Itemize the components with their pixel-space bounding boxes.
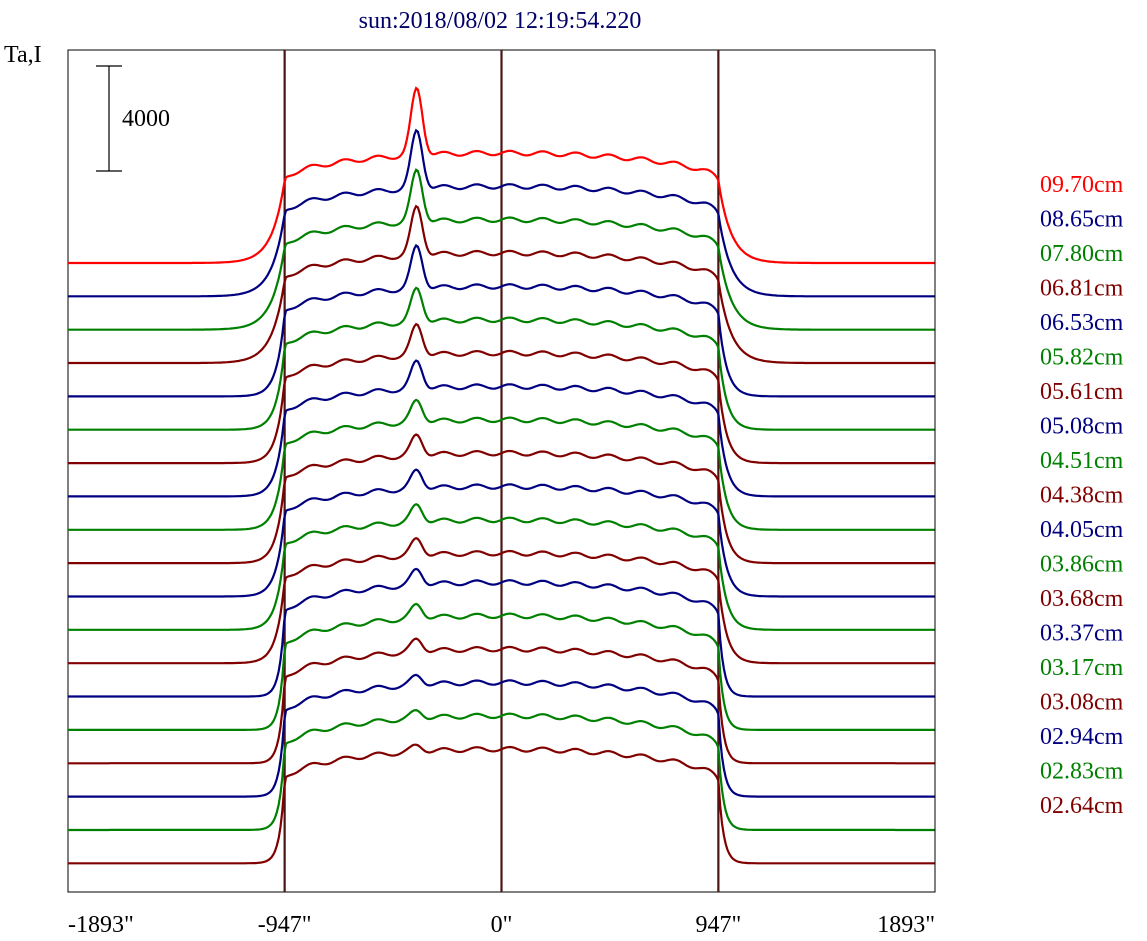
chart-title: sun:2018/08/02 12:19:54.220	[359, 8, 642, 34]
x-tick-label: 0"	[491, 912, 513, 938]
series-line	[68, 168, 935, 331]
legend: 09.70cm 08.65cm 07.80cm 06.81cm 06.53cm 05.82…	[1040, 172, 1124, 819]
series-line	[68, 128, 935, 298]
series-line	[68, 204, 935, 365]
series-line	[68, 743, 935, 865]
series-line	[68, 86, 935, 265]
legend-entry: 03.17cm	[1040, 655, 1124, 681]
series-line	[68, 637, 935, 765]
legend-entry: 03.37cm	[1040, 621, 1124, 647]
x-tick-label: 947"	[695, 912, 741, 938]
legend-entry: 08.65cm	[1040, 207, 1124, 233]
scale-bar-label: 4000	[122, 106, 170, 132]
legend-entry: 04.38cm	[1040, 483, 1124, 509]
x-tick-label: -1893"	[68, 912, 134, 938]
legend-entry: 06.53cm	[1040, 310, 1124, 336]
legend-entry: 04.05cm	[1040, 517, 1124, 543]
series-line	[68, 322, 935, 465]
series-line	[68, 359, 935, 498]
x-tick-labels: -1893" -947" 0" 947" 1893"	[68, 912, 935, 938]
legend-entry: 03.86cm	[1040, 552, 1124, 578]
legend-entry: 04.51cm	[1040, 448, 1124, 474]
legend-entry: 02.94cm	[1040, 724, 1124, 750]
series-line	[68, 286, 935, 431]
legend-entry: 05.82cm	[1040, 345, 1124, 371]
legend-entry: 02.64cm	[1040, 793, 1124, 819]
series-line	[68, 398, 935, 531]
scale-bar: 4000	[96, 65, 170, 172]
series-line	[68, 602, 935, 731]
x-tick-label: -947"	[258, 912, 312, 938]
legend-entry: 07.80cm	[1040, 241, 1124, 267]
series-line	[68, 673, 935, 798]
series-line	[68, 536, 935, 665]
series-line	[68, 502, 935, 631]
series-group	[68, 86, 935, 865]
legend-entry: 05.61cm	[1040, 379, 1124, 405]
series-line	[68, 567, 935, 698]
series-line	[68, 433, 935, 565]
legend-entry: 09.70cm	[1040, 172, 1124, 198]
series-line	[68, 708, 935, 832]
x-tick-label: 1893"	[877, 912, 935, 938]
legend-entry: 02.83cm	[1040, 759, 1124, 785]
series-line	[68, 243, 935, 398]
legend-entry: 03.08cm	[1040, 690, 1124, 716]
series-line	[68, 468, 935, 598]
y-axis-label: Ta,I	[4, 42, 42, 68]
legend-entry: 05.08cm	[1040, 414, 1124, 440]
legend-entry: 03.68cm	[1040, 586, 1124, 612]
legend-entry: 06.81cm	[1040, 276, 1124, 302]
reference-lines	[283, 50, 720, 892]
